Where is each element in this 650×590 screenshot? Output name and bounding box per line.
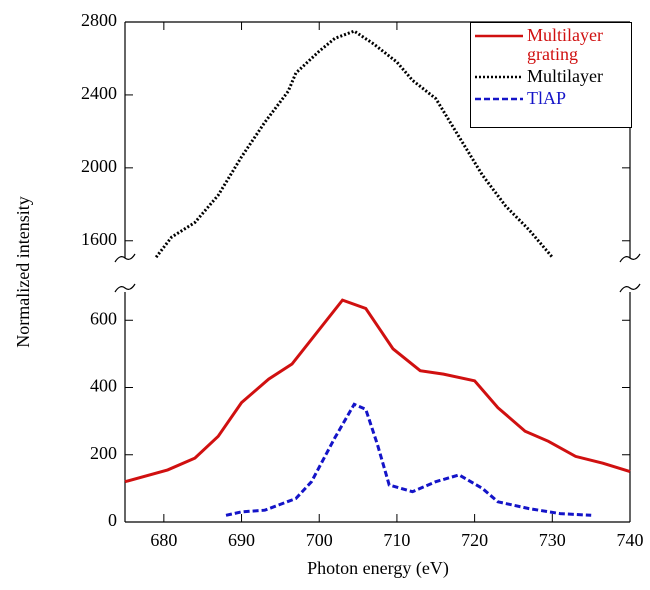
x-tick-label: 700 [306,530,333,550]
y-axis-label: Normalized intensity [13,196,33,347]
axis-break [619,283,641,293]
x-tick-label: 710 [383,530,410,550]
legend-label: Multilayer grating [527,25,603,64]
data-line [154,29,554,259]
x-tick-label: 740 [617,530,644,550]
x-tick-label: 680 [150,530,177,550]
y-tick-label: 2800 [81,10,117,30]
x-tick-label: 720 [461,530,488,550]
data-line [225,402,592,517]
y-tick-label: 2400 [81,83,117,103]
legend-label: Multilayer [527,66,603,86]
legend-swatch [475,34,523,38]
x-tick-label: 690 [228,530,255,550]
legend-label: TlAP [527,88,567,108]
data-line [124,298,631,484]
axis-break [114,283,136,293]
legend-entry: Multilayer [471,67,631,86]
legend-swatch [475,75,523,79]
legend-entry: Multilayer grating [471,26,631,64]
y-tick-label: 0 [108,510,117,530]
legend-entry: TlAP [471,89,631,108]
y-tick-label: 600 [90,308,117,328]
y-tick-label: 400 [90,376,117,396]
legend: Multilayer grating Multilayer TlAP [470,22,632,128]
legend-swatch [475,97,523,101]
axis-break [619,253,641,263]
x-tick-label: 730 [539,530,566,550]
y-tick-label: 2000 [81,156,117,176]
y-tick-label: 200 [90,443,117,463]
x-axis-label: Photon energy (eV) [307,558,449,579]
y-tick-label: 1600 [81,229,117,249]
axis-break [114,253,136,263]
